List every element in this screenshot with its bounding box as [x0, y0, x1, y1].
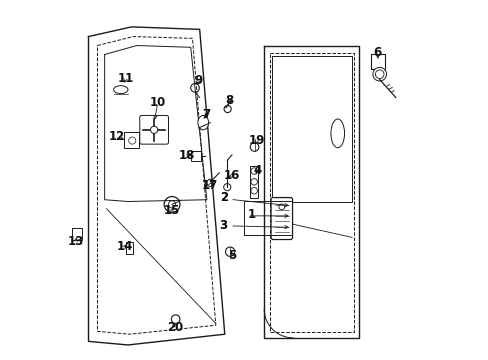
- Polygon shape: [190, 150, 201, 161]
- Text: 17: 17: [202, 179, 218, 192]
- Ellipse shape: [113, 86, 128, 94]
- Polygon shape: [72, 228, 82, 240]
- Text: 14: 14: [116, 240, 133, 253]
- Text: 20: 20: [167, 320, 183, 333]
- Text: 9: 9: [194, 74, 203, 87]
- Text: 18: 18: [179, 149, 195, 162]
- Text: 5: 5: [227, 249, 236, 262]
- Text: 12: 12: [109, 130, 125, 144]
- Ellipse shape: [198, 116, 208, 130]
- Text: 2: 2: [219, 191, 227, 204]
- Text: 11: 11: [117, 72, 133, 85]
- Polygon shape: [370, 54, 384, 69]
- Text: 7: 7: [202, 108, 210, 121]
- Ellipse shape: [372, 67, 386, 81]
- Ellipse shape: [150, 126, 158, 134]
- Polygon shape: [249, 166, 258, 198]
- Ellipse shape: [330, 119, 344, 148]
- Text: 15: 15: [163, 204, 180, 217]
- Text: 16: 16: [224, 169, 240, 182]
- Text: 4: 4: [253, 164, 262, 177]
- Text: 8: 8: [225, 94, 233, 107]
- FancyBboxPatch shape: [270, 198, 292, 239]
- Polygon shape: [124, 132, 139, 148]
- Text: 19: 19: [248, 134, 264, 147]
- Text: 13: 13: [67, 235, 83, 248]
- Text: 10: 10: [149, 96, 165, 109]
- Text: 3: 3: [219, 219, 227, 233]
- FancyBboxPatch shape: [140, 116, 168, 144]
- Text: 1: 1: [247, 208, 255, 221]
- Text: 6: 6: [372, 46, 381, 59]
- Polygon shape: [126, 242, 133, 254]
